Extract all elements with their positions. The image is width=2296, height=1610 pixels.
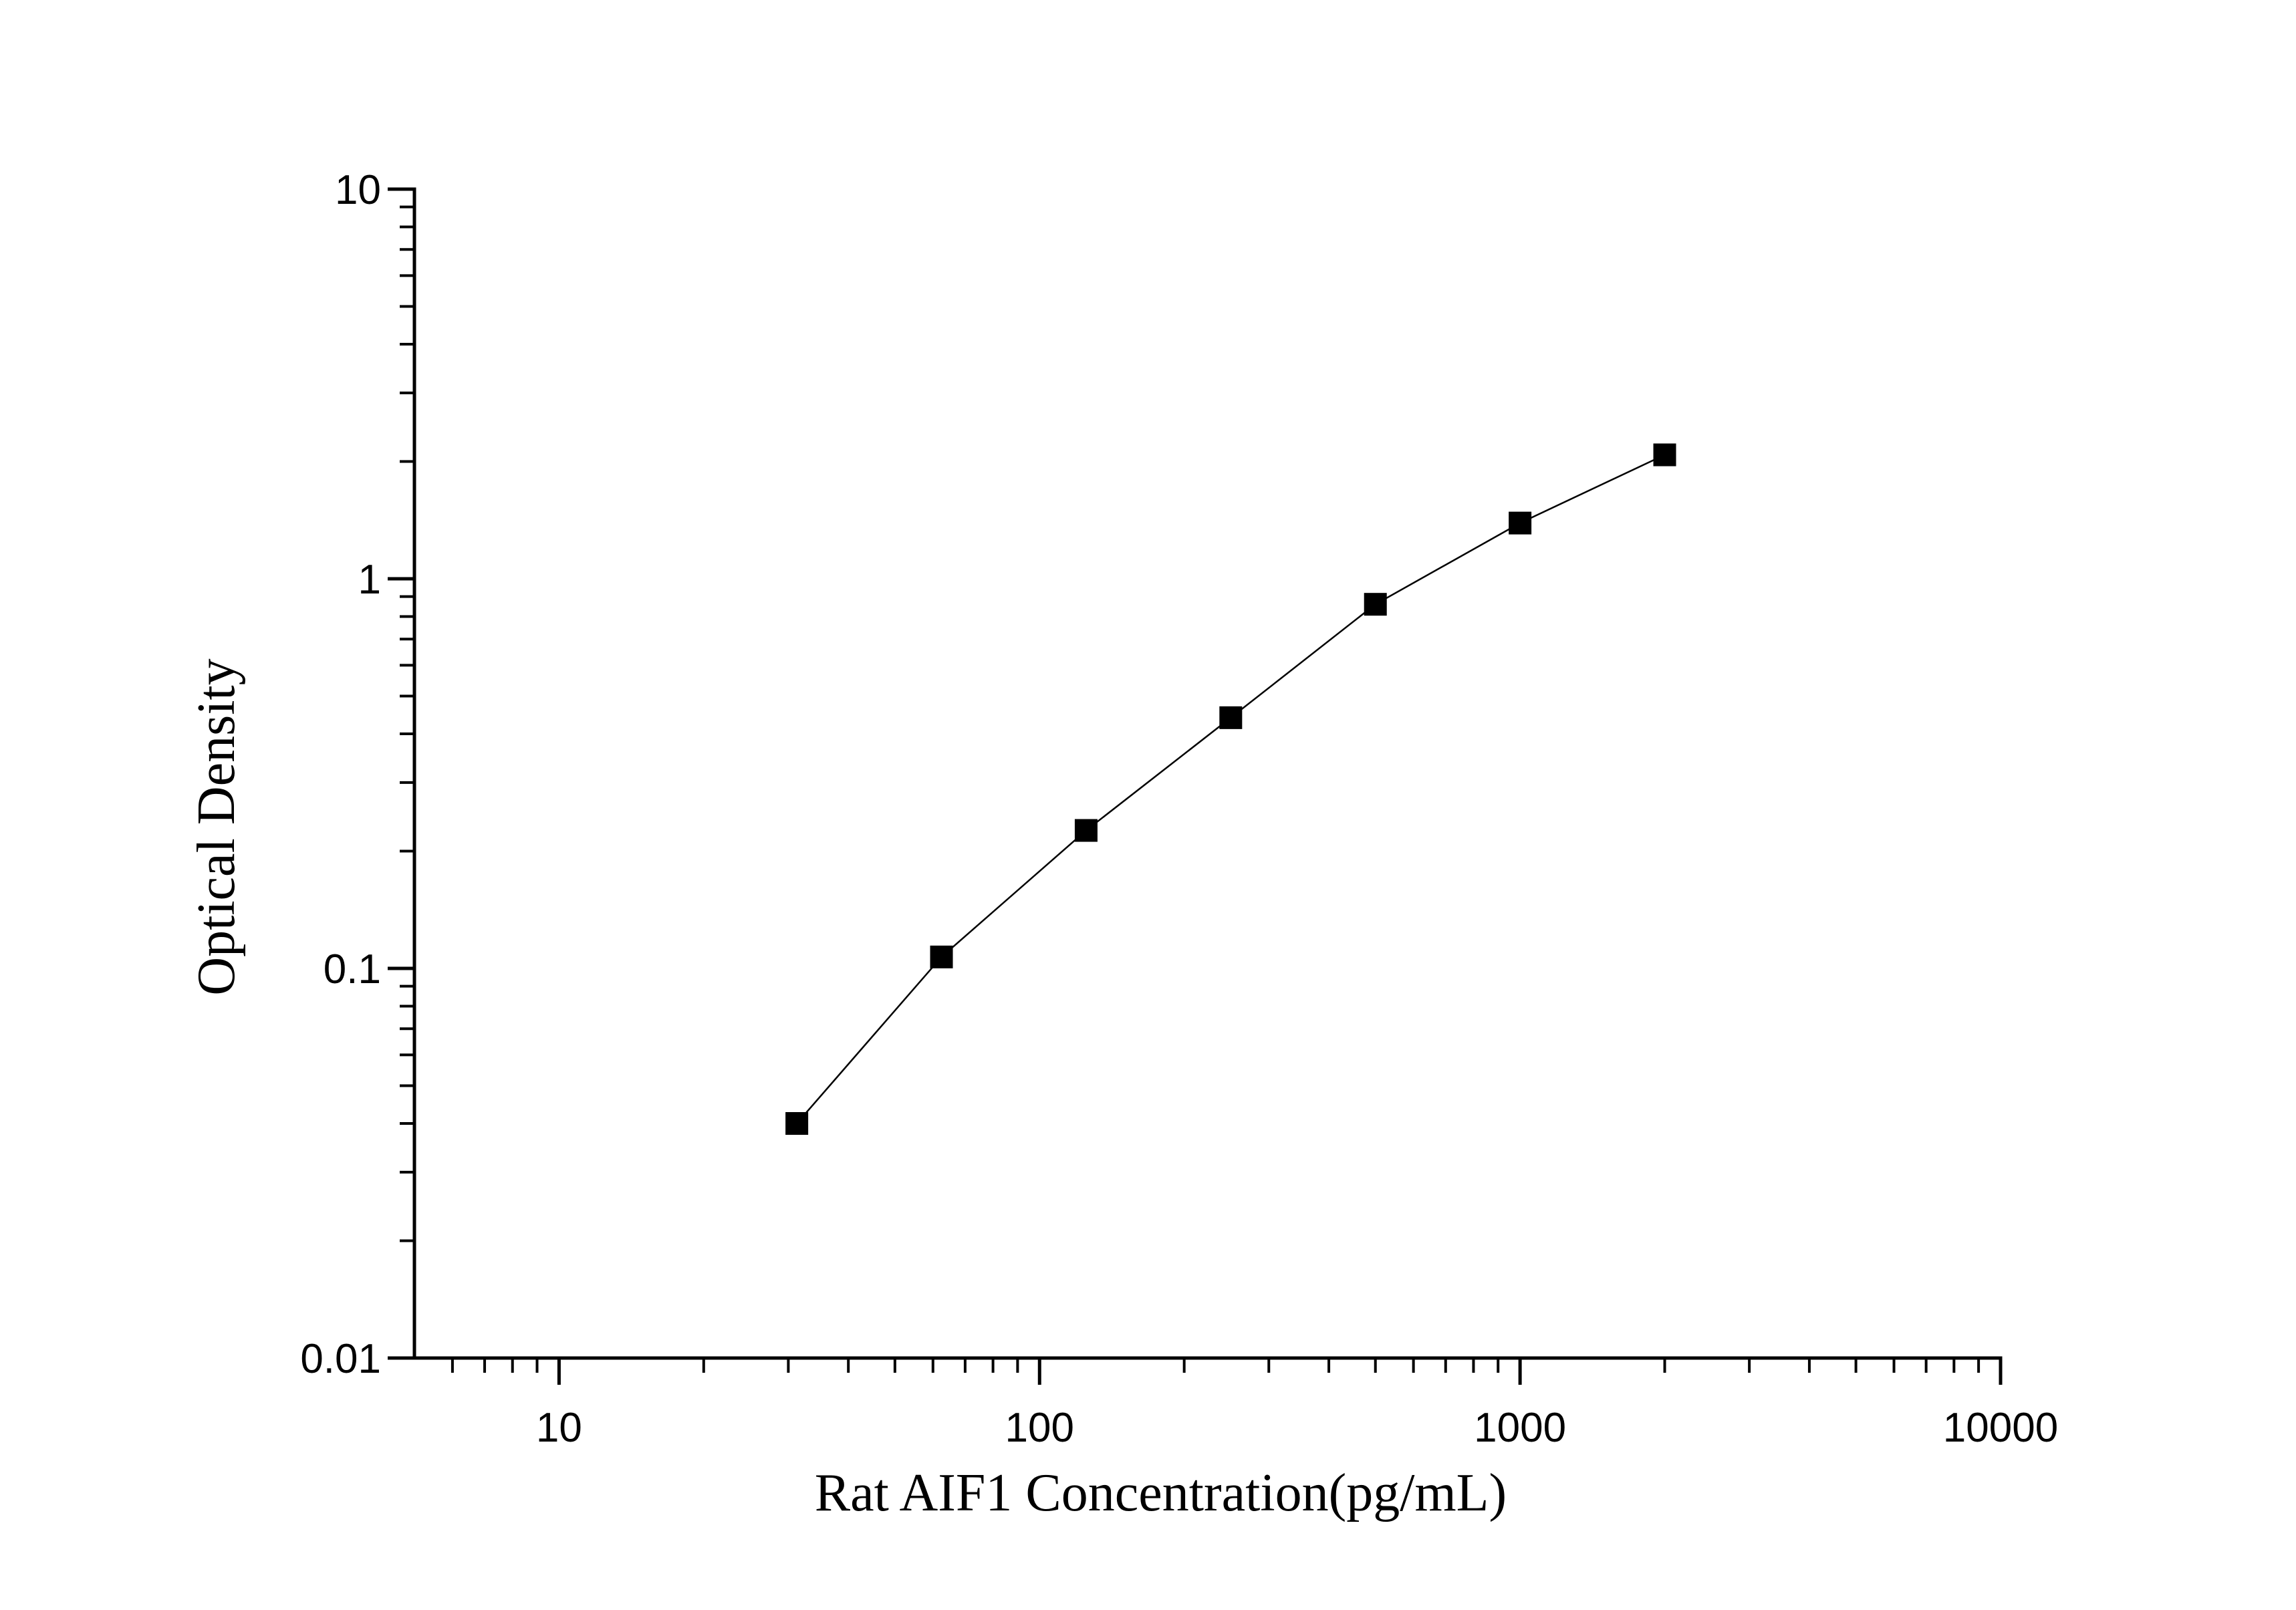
y-tick-label: 0.01 [300,1336,381,1382]
y-axis-title: Optical Density [187,658,246,995]
data-points [785,443,1676,1135]
x-tick-label: 100 [1005,1405,1074,1451]
y-axis-major-ticks [388,187,414,1360]
x-axis-major-ticks [557,1358,2003,1385]
x-axis-minor-ticks [451,1358,1981,1373]
series-line [796,454,1666,1124]
y-axis-minor-ticks [400,205,414,1242]
y-axis-tick-labels: 0.01 0.1 1 10 [300,167,381,1382]
x-tick-label: 10 [536,1405,582,1451]
data-point [1074,819,1098,842]
x-tick-label: 10000 [1943,1405,2058,1451]
data-point [1653,443,1676,466]
x-tick-label: 1000 [1474,1405,1566,1451]
y-tick-label: 10 [335,167,381,213]
y-tick-label: 1 [358,557,381,603]
data-point [1509,511,1532,535]
data-point [785,1111,809,1135]
data-point [1219,706,1243,729]
x-axis-title: Rat AIF1 Concentration(pg/mL) [815,1464,1507,1522]
x-axis-tick-labels: 10 100 1000 10000 [536,1405,2058,1451]
y-tick-label: 0.1 [324,946,381,992]
data-point [930,945,953,968]
data-point [1364,593,1387,616]
